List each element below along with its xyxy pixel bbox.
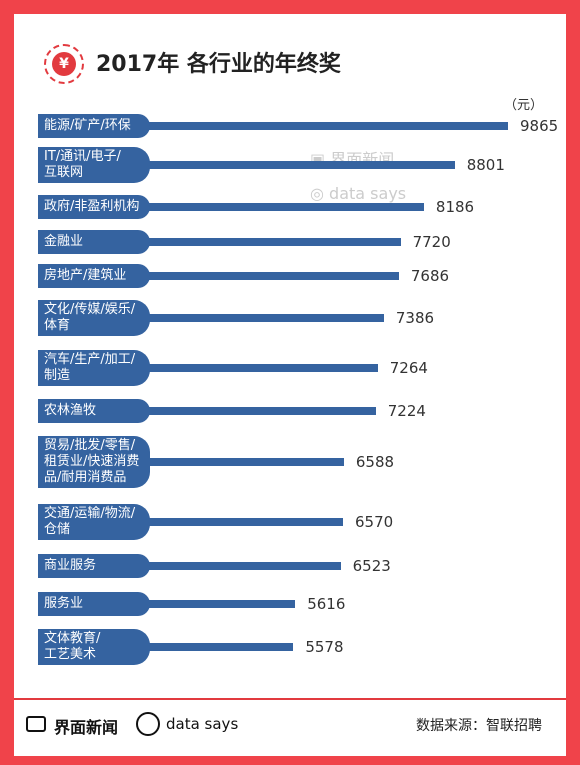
value-label: 5578 <box>305 638 344 656</box>
category-label: 文体教育/ 工艺美术 <box>38 629 150 665</box>
value-label: 6588 <box>355 453 395 471</box>
bar <box>134 161 455 169</box>
value-label: 7386 <box>395 309 435 327</box>
chart-title: 2017年 各行业的年终奖 <box>96 52 341 77</box>
value-label: 5616 <box>307 595 346 613</box>
bar <box>134 518 343 526</box>
unit-label: （元） <box>504 98 544 113</box>
category-label-text: 能源/矿产/环保 <box>44 118 131 133</box>
bar <box>134 407 376 415</box>
category-label-text: 服务业 <box>44 596 84 611</box>
bar <box>134 314 384 322</box>
footer-datasays: data says <box>166 715 239 733</box>
value-label: 8801 <box>466 156 505 174</box>
category-label: 文化/传媒/娱乐/ 体育 <box>38 300 150 336</box>
jiemian-logo-icon <box>26 716 46 732</box>
category-label-text: IT/通讯/电子/ 互联网 <box>44 149 121 180</box>
watermark-datasays-text: data says <box>329 184 407 203</box>
value-label: 7720 <box>412 233 451 251</box>
category-label: 贸易/批发/零售/ 租赁业/快速消费 品/耐用消费品 <box>38 436 150 488</box>
value-label: 6523 <box>352 557 391 575</box>
category-label-text: 农林渔牧 <box>44 403 97 418</box>
category-label-text: 金融业 <box>44 234 84 249</box>
category-label: 房地产/建筑业 <box>38 264 150 288</box>
category-label-text: 贸易/批发/零售/ 租赁业/快速消费 品/耐用消费品 <box>44 438 140 485</box>
bar <box>134 458 344 466</box>
chart-card: ¥ 2017年 各行业的年终奖 （元） ▣ 界面新闻 ◎ data says 能… <box>14 14 566 698</box>
value-label: 6570 <box>354 513 394 531</box>
bar <box>134 122 508 130</box>
category-label-text: 房地产/建筑业 <box>44 268 127 283</box>
value-label: 7686 <box>410 267 450 285</box>
category-label: 政府/非盈利机构 <box>38 195 150 219</box>
yen-badge-icon: ¥ <box>44 44 84 84</box>
category-label-text: 政府/非盈利机构 <box>44 199 140 214</box>
category-label: 商业服务 <box>38 554 150 578</box>
bar <box>134 600 296 608</box>
bar <box>134 238 401 246</box>
category-label: 服务业 <box>38 592 150 616</box>
category-label-text: 文体教育/ 工艺美术 <box>44 631 101 662</box>
datasays-logo-icon <box>136 712 160 736</box>
category-label-text: 汽车/生产/加工/ 制造 <box>44 352 136 383</box>
bar <box>134 364 378 372</box>
value-label: 7224 <box>387 402 426 420</box>
category-label-text: 商业服务 <box>44 558 97 573</box>
bar <box>134 562 341 570</box>
category-label: 汽车/生产/加工/ 制造 <box>38 350 150 386</box>
category-label-text: 交通/运输/物流/ 仓储 <box>44 506 136 537</box>
watermark-datasays: ◎ data says <box>310 184 407 203</box>
category-label: 农林渔牧 <box>38 399 150 423</box>
category-label: IT/通讯/电子/ 互联网 <box>38 147 150 183</box>
category-label: 能源/矿产/环保 <box>38 114 150 138</box>
category-label: 金融业 <box>38 230 150 254</box>
value-label: 8186 <box>435 198 475 216</box>
footer-source: 数据来源：智联招聘 <box>416 718 542 734</box>
category-label-text: 文化/传媒/娱乐/ 体育 <box>44 302 136 333</box>
bar <box>134 643 294 651</box>
yen-glyph: ¥ <box>52 52 76 76</box>
category-label: 交通/运输/物流/ 仓储 <box>38 504 150 540</box>
footer: 界面新闻 data says 数据来源：智联招聘 <box>14 698 566 756</box>
value-label: 9865 <box>520 117 559 135</box>
footer-brand: 界面新闻 <box>54 718 119 737</box>
value-label: 7264 <box>389 359 428 377</box>
bar <box>134 203 424 211</box>
bar <box>134 272 399 280</box>
